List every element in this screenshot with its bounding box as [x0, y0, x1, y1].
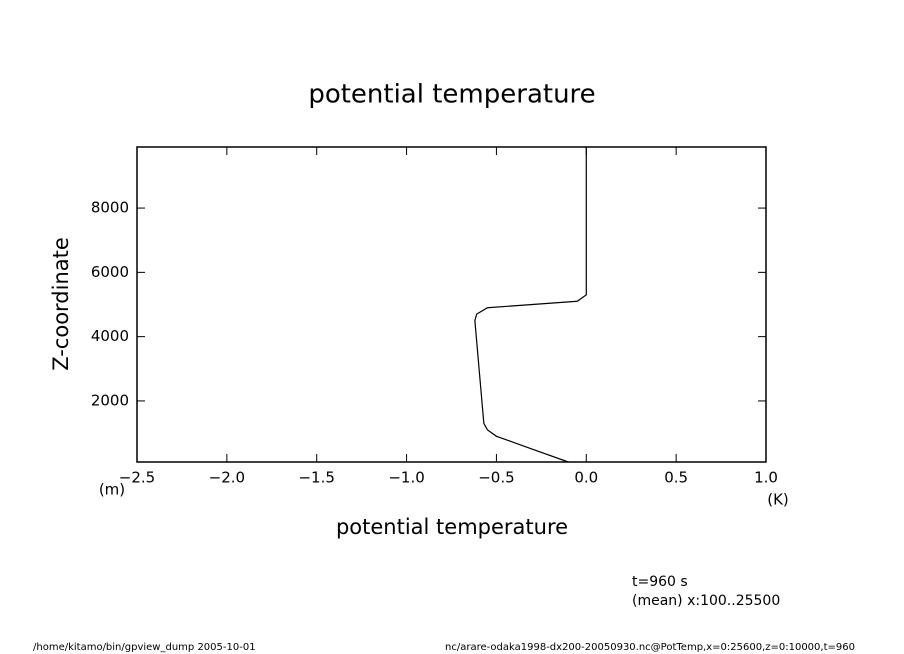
y-unit: (m)	[99, 481, 125, 499]
x-tick-label: 1.0	[754, 469, 778, 487]
y-tick-label: 8000	[91, 199, 129, 217]
profile-line	[474, 147, 587, 463]
footer-right: nc/arare-odaka1998-dx200-20050930.nc@Pot…	[445, 642, 855, 653]
x-tick-label: −0.5	[478, 469, 514, 487]
x-tick-label: −1.5	[298, 469, 334, 487]
chart-title: potential temperature	[308, 80, 595, 110]
y-tick-label: 6000	[91, 263, 129, 281]
y-tick-label: 4000	[91, 327, 129, 345]
x-tick-label: −1.0	[388, 469, 424, 487]
x-tick-label: −2.5	[119, 469, 155, 487]
x-tick-label: 0.0	[574, 469, 598, 487]
y-tick-label: 2000	[91, 391, 129, 409]
x-unit: (K)	[767, 491, 789, 509]
annotation: t=960 s	[632, 574, 688, 590]
annotation: (mean) x:100..25500	[632, 593, 780, 609]
x-tick-label: −2.0	[209, 469, 245, 487]
y-axis-title: Z-coordinate	[49, 237, 73, 371]
footer-left: /home/kitamo/bin/gpview_dump 2005-10-01	[33, 642, 256, 653]
plot-frame	[136, 146, 767, 463]
x-axis-title: potential temperature	[336, 515, 568, 539]
x-tick-label: 0.5	[664, 469, 688, 487]
